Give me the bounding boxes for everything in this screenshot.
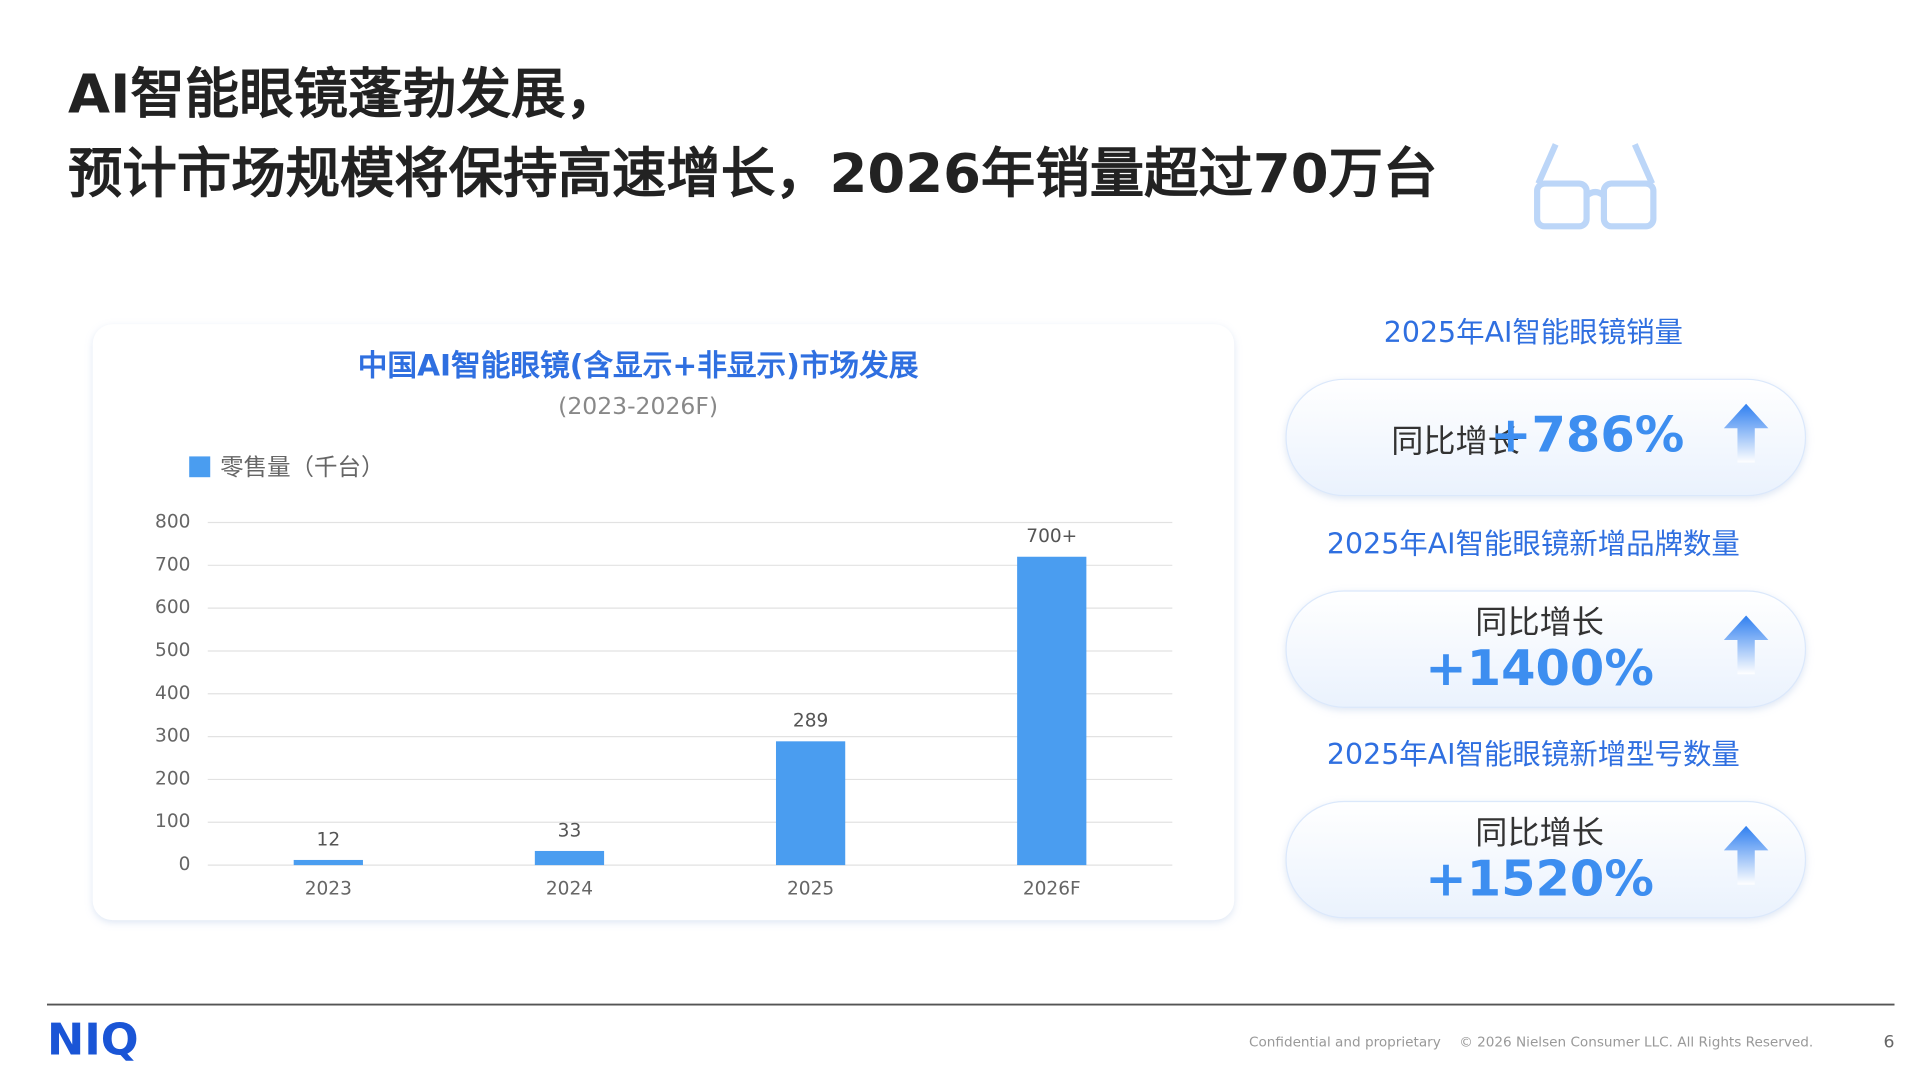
up-arrow [1723, 403, 1769, 463]
up-arrow [1723, 615, 1769, 675]
y-tick-label: 0 [179, 854, 191, 875]
bar [775, 741, 846, 866]
chart-subtitle: (2023-2026F) [558, 392, 718, 420]
footer-text: © 2026 Nielsen Consumer LLC. All Rights … [1459, 1035, 1813, 1051]
chart-card [92, 324, 1235, 921]
page-number: 6 [1883, 1033, 1894, 1053]
y-tick-label: 300 [155, 726, 190, 747]
y-tick-label: 700 [155, 554, 190, 575]
glasses-icon [1534, 143, 1657, 230]
stat-title: 2025年AI智能眼镜新增型号数量 [1327, 738, 1740, 771]
title: 预计市场规模将保持高速增长，2026年销量超过70万台 [68, 142, 1437, 205]
stat-title: 2025年AI智能眼镜销量 [1384, 316, 1683, 349]
legend-label: 零售量（千台） [220, 453, 384, 481]
stat-card [1285, 590, 1807, 708]
y-tick-label: 500 [155, 640, 190, 661]
footer-text: Confidential and proprietary [1249, 1035, 1441, 1051]
data-label: 289 [793, 711, 828, 732]
title: AI智能眼镜蓬勃发展， [68, 63, 620, 126]
y-tick-label: 200 [155, 768, 190, 789]
bar [534, 850, 605, 866]
stat-label: 同比增长 [1475, 814, 1604, 852]
y-tick-label: 100 [155, 811, 190, 832]
x-tick-label: 2026F [1023, 879, 1081, 900]
stat-label: 同比增长 [1391, 422, 1520, 460]
y-tick-label: 400 [155, 683, 190, 704]
chart: 中国AI智能眼镜(含显示+非显示)市场发展 (2023-2026F) [358, 349, 919, 420]
stat-label: 同比增长 [1475, 603, 1604, 641]
data-label: 12 [317, 829, 341, 850]
stat-title: 2025年AI智能眼镜新增品牌数量 [1327, 528, 1740, 561]
x-tick-label: 2024 [546, 879, 593, 900]
x-tick-label: 2023 [305, 879, 352, 900]
y-tick-label: 600 [155, 597, 190, 618]
x-tick-label: 2025 [787, 879, 834, 900]
stat-value: +1520% [1425, 850, 1654, 908]
bar [293, 859, 363, 866]
y-tick-label: 800 [155, 512, 190, 533]
data-label: 700+ [1026, 526, 1077, 547]
stat-value: +786% [1490, 406, 1684, 464]
stat-card [1285, 378, 1807, 497]
stat-card [1285, 800, 1807, 919]
data-label: 33 [558, 820, 582, 841]
up-arrow [1723, 825, 1769, 885]
bar [1017, 556, 1087, 866]
chart-title: 中国AI智能眼镜(含显示+非显示)市场发展 [358, 349, 919, 383]
legend-swatch [189, 456, 211, 478]
stat-value: +1400% [1425, 639, 1654, 697]
logo: NIQ [47, 1015, 139, 1066]
